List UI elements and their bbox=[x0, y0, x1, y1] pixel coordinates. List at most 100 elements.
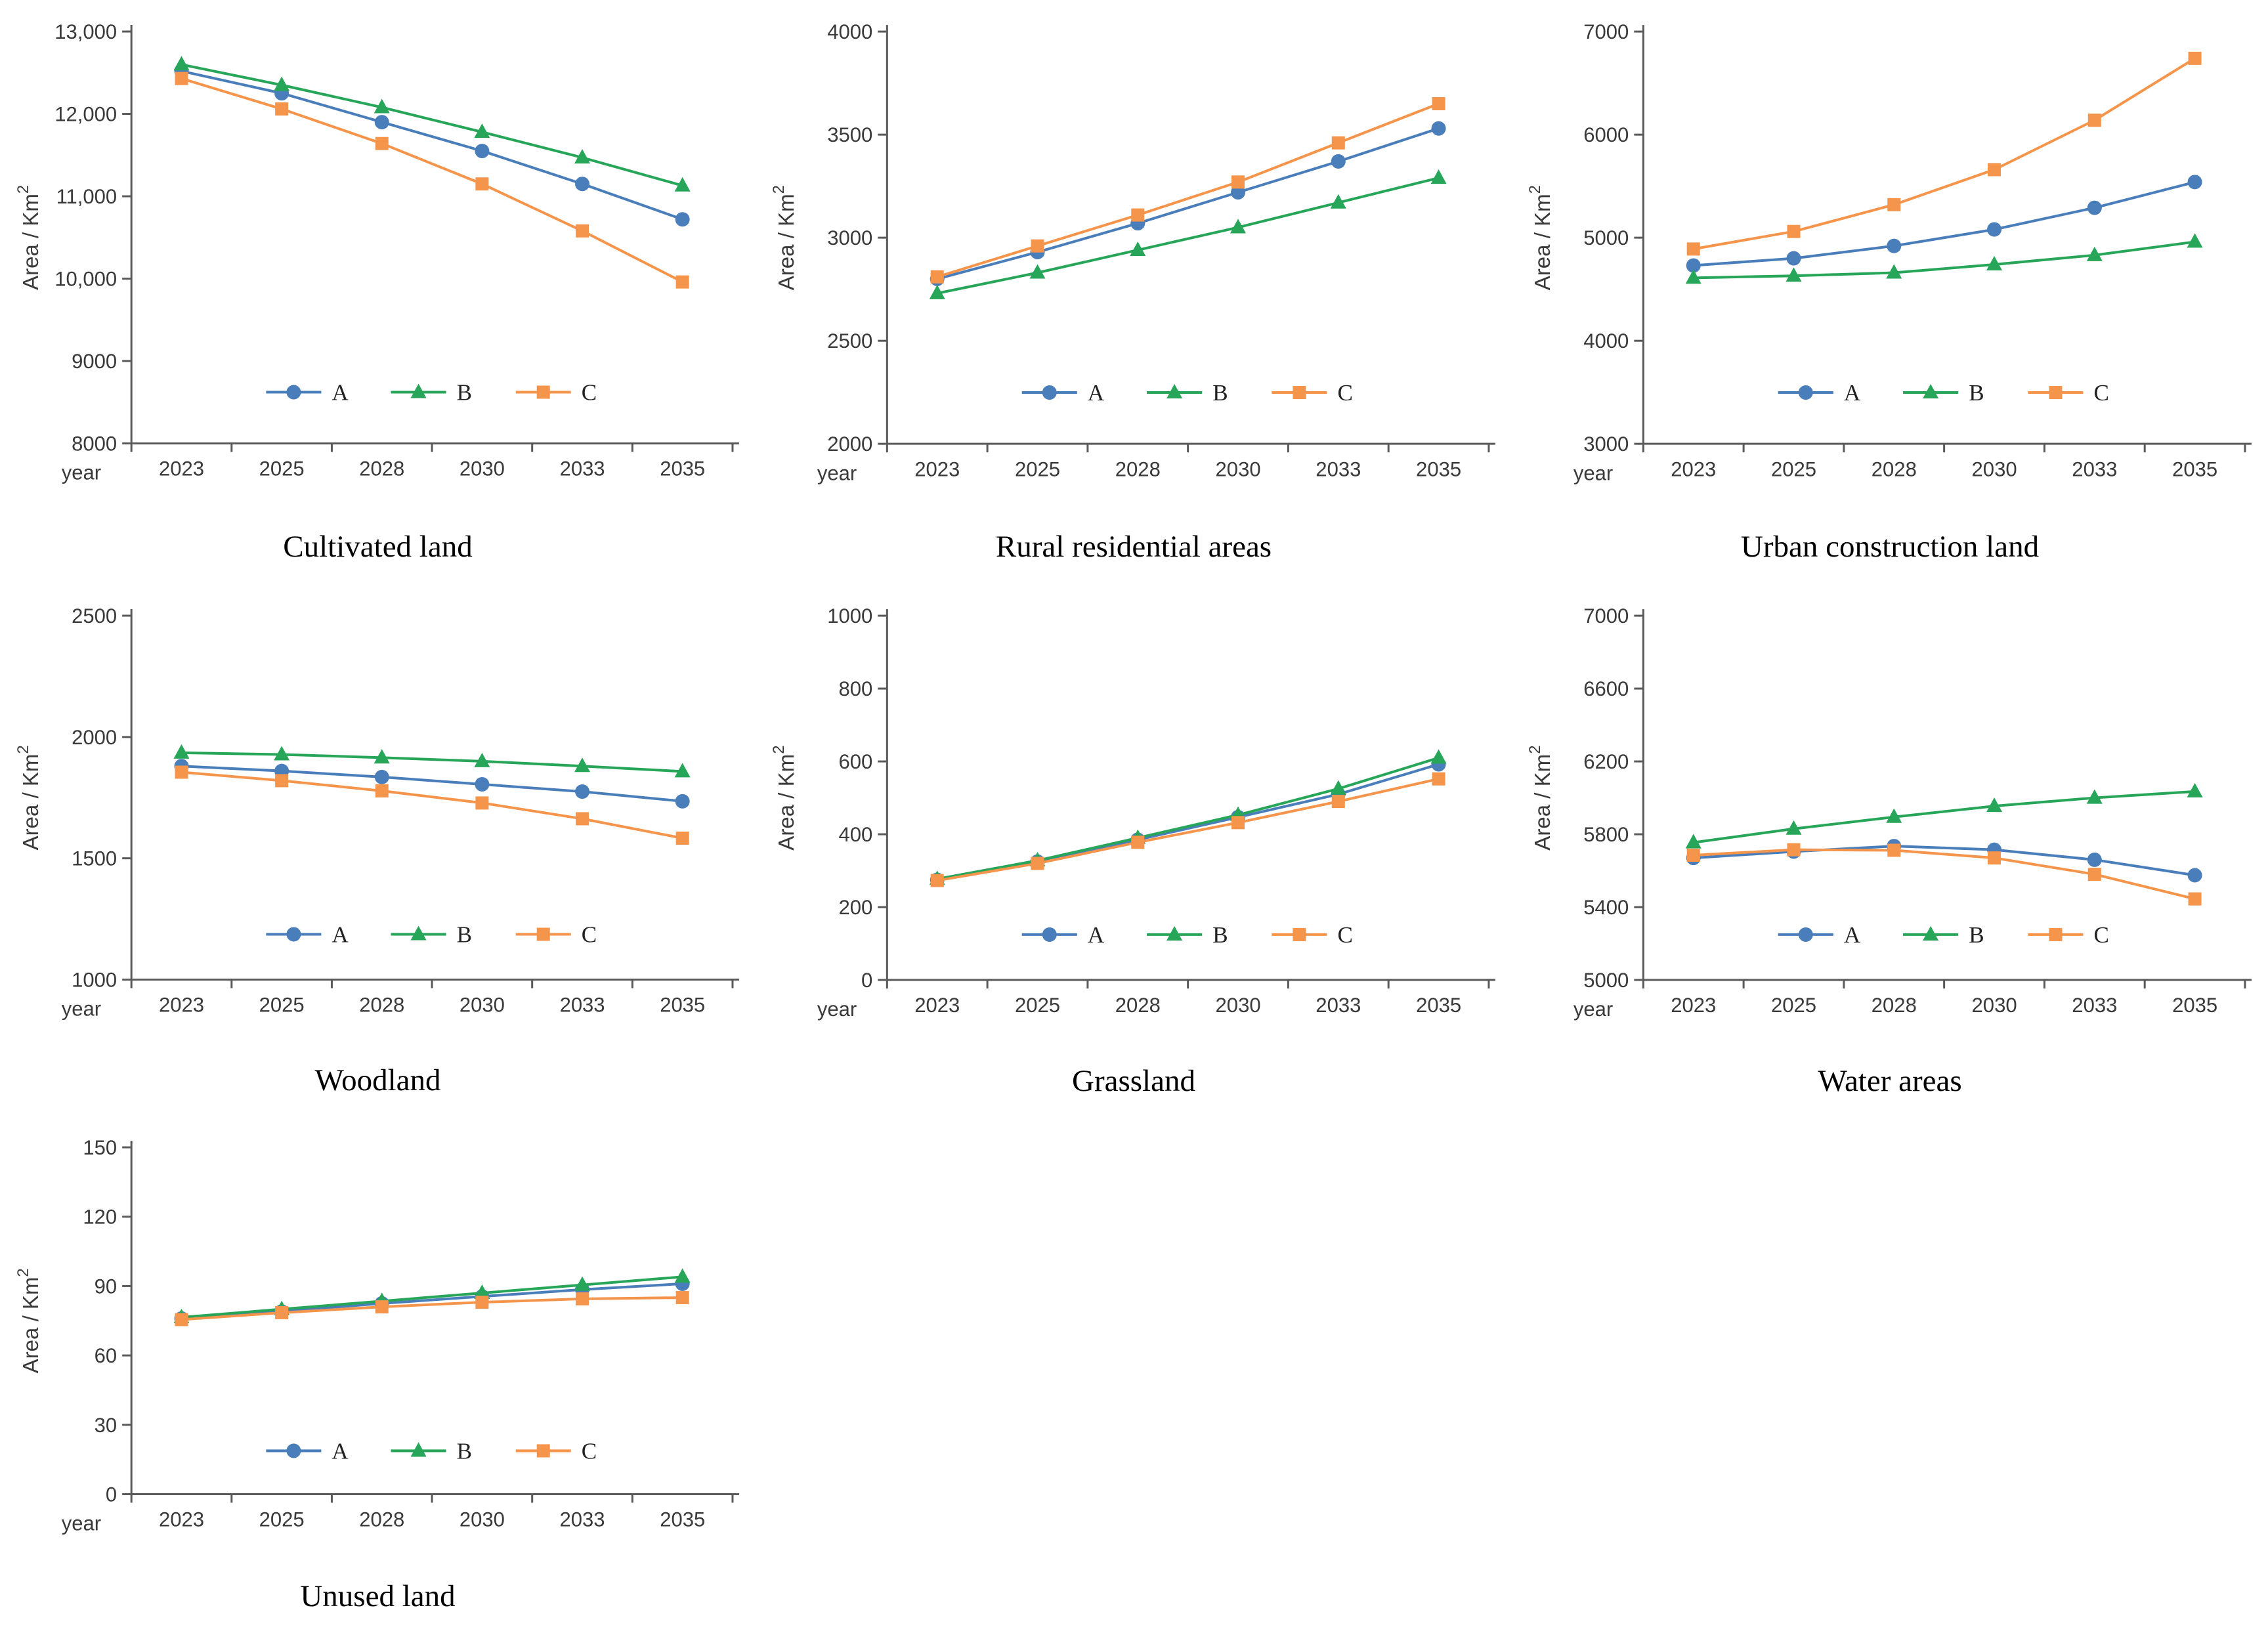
svg-text:2028: 2028 bbox=[359, 457, 404, 480]
svg-text:2023: 2023 bbox=[1671, 994, 1716, 1017]
svg-text:6000: 6000 bbox=[1583, 123, 1629, 146]
data-point bbox=[1330, 194, 1346, 209]
svg-text:2030: 2030 bbox=[1972, 457, 2017, 480]
data-point bbox=[175, 1313, 188, 1326]
data-point bbox=[474, 1284, 490, 1299]
chart-canvas-cultivated-land: 8000 9000 10,000 11,000 12,000 13,000 2023 2025… bbox=[0, 0, 756, 509]
data-point bbox=[1042, 385, 1057, 400]
svg-text:6600: 6600 bbox=[1583, 677, 1629, 700]
data-point bbox=[674, 177, 691, 192]
series-line bbox=[181, 765, 683, 803]
data-point bbox=[1432, 96, 1445, 111]
data-point bbox=[1685, 834, 1701, 849]
series-line bbox=[937, 177, 1440, 295]
data-point bbox=[175, 72, 188, 85]
svg-text:1000: 1000 bbox=[827, 604, 872, 627]
empty-cell bbox=[1512, 1116, 2268, 1633]
svg-text:3500: 3500 bbox=[827, 123, 872, 146]
data-point bbox=[275, 102, 289, 116]
data-point bbox=[574, 1276, 591, 1291]
data-point bbox=[1923, 925, 1939, 941]
data-point bbox=[474, 123, 490, 138]
data-point bbox=[574, 149, 591, 164]
legend-label: B bbox=[457, 380, 472, 406]
x-axis bbox=[130, 1493, 739, 1503]
data-point bbox=[675, 832, 689, 845]
data-point bbox=[2087, 868, 2101, 881]
svg-text:2023: 2023 bbox=[159, 1508, 204, 1531]
svg-text:2033: 2033 bbox=[1316, 457, 1361, 480]
data-point bbox=[575, 177, 590, 192]
data-point bbox=[1231, 816, 1245, 830]
y-tick-labels: 5000 5400 5800 6200 6600 7000 bbox=[1583, 604, 1629, 992]
data-point bbox=[1331, 795, 1345, 809]
series-A bbox=[174, 64, 690, 227]
y-axis-title: Area / Km2 bbox=[14, 1268, 43, 1373]
svg-text:2028: 2028 bbox=[359, 1508, 404, 1531]
series-A bbox=[1686, 175, 2202, 273]
y-axis bbox=[1634, 25, 1644, 445]
data-point bbox=[2087, 852, 2102, 867]
data-point bbox=[576, 224, 589, 238]
data-point bbox=[1986, 255, 2003, 270]
legend-label: B bbox=[1212, 922, 1228, 948]
chart-canvas-grassland: 0 200 400 600 800 1000 2023 2025 2028 2030 2033 203… bbox=[756, 584, 1512, 1046]
data-point bbox=[286, 385, 301, 400]
svg-text:200: 200 bbox=[838, 896, 872, 919]
data-point bbox=[1293, 927, 1306, 941]
svg-text:90: 90 bbox=[95, 1275, 118, 1298]
data-point bbox=[536, 1444, 550, 1458]
data-point bbox=[1293, 386, 1306, 400]
data-point bbox=[1166, 925, 1183, 941]
data-point bbox=[2187, 782, 2203, 797]
legend-label: C bbox=[582, 1438, 597, 1464]
data-point bbox=[2086, 246, 2103, 261]
chart-svg: 5000 5400 5800 6200 6600 7000 2023 2025 2028 2030… bbox=[1526, 604, 2252, 1021]
data-point bbox=[1031, 857, 1044, 870]
data-point bbox=[2087, 200, 2102, 215]
series-C bbox=[930, 96, 1445, 284]
x-axis-title: year bbox=[62, 461, 101, 484]
data-point bbox=[1798, 927, 1813, 942]
chart-svg: 3000 4000 5000 6000 7000 2023 2025 2028 2030 2033… bbox=[1526, 20, 2252, 484]
x-axis bbox=[886, 979, 1495, 989]
data-point bbox=[1988, 851, 2001, 865]
data-point bbox=[475, 1296, 489, 1309]
legend: A B C bbox=[1778, 380, 2109, 406]
svg-text:2023: 2023 bbox=[1671, 457, 1716, 480]
y-tick-labels: 0 200 400 600 800 1000 bbox=[827, 604, 872, 992]
svg-text:4000: 4000 bbox=[827, 20, 872, 43]
data-point bbox=[930, 270, 944, 284]
series-B bbox=[1685, 782, 2203, 849]
svg-text:120: 120 bbox=[83, 1206, 117, 1229]
series-line bbox=[181, 1296, 683, 1321]
data-point bbox=[1130, 241, 1146, 256]
data-point bbox=[1430, 169, 1447, 184]
data-point bbox=[286, 927, 301, 942]
svg-text:2033: 2033 bbox=[560, 1508, 605, 1531]
data-point bbox=[475, 796, 489, 810]
legend-label: B bbox=[1212, 380, 1228, 406]
y-axis-title: Area / Km2 bbox=[1526, 185, 1555, 290]
svg-text:2025: 2025 bbox=[259, 457, 305, 480]
x-axis bbox=[130, 442, 739, 452]
data-point bbox=[286, 1443, 301, 1458]
legend-label: A bbox=[1844, 380, 1861, 406]
data-point bbox=[2187, 233, 2203, 248]
legend-label: A bbox=[332, 1438, 349, 1464]
svg-text:2025: 2025 bbox=[259, 1508, 305, 1531]
svg-text:2035: 2035 bbox=[660, 994, 705, 1017]
legend: A B C bbox=[266, 922, 597, 947]
legend: A B C bbox=[1021, 380, 1353, 406]
chart-svg: 1000 1500 2000 2500 2023 2025 2028 2030 2033 2035… bbox=[14, 604, 739, 1021]
y-axis-title: Area / Km2 bbox=[770, 185, 799, 290]
data-point bbox=[374, 749, 390, 764]
y-tick-labels: 1000 1500 2000 2500 bbox=[72, 604, 117, 991]
x-tick-labels: 2023 2025 2028 2030 2033 2035 bbox=[1671, 994, 2217, 1017]
data-point bbox=[1331, 136, 1345, 150]
data-point bbox=[410, 383, 427, 398]
series-A bbox=[174, 759, 690, 809]
series-line bbox=[181, 77, 683, 284]
data-point bbox=[1988, 163, 2001, 177]
series-line bbox=[181, 63, 683, 187]
